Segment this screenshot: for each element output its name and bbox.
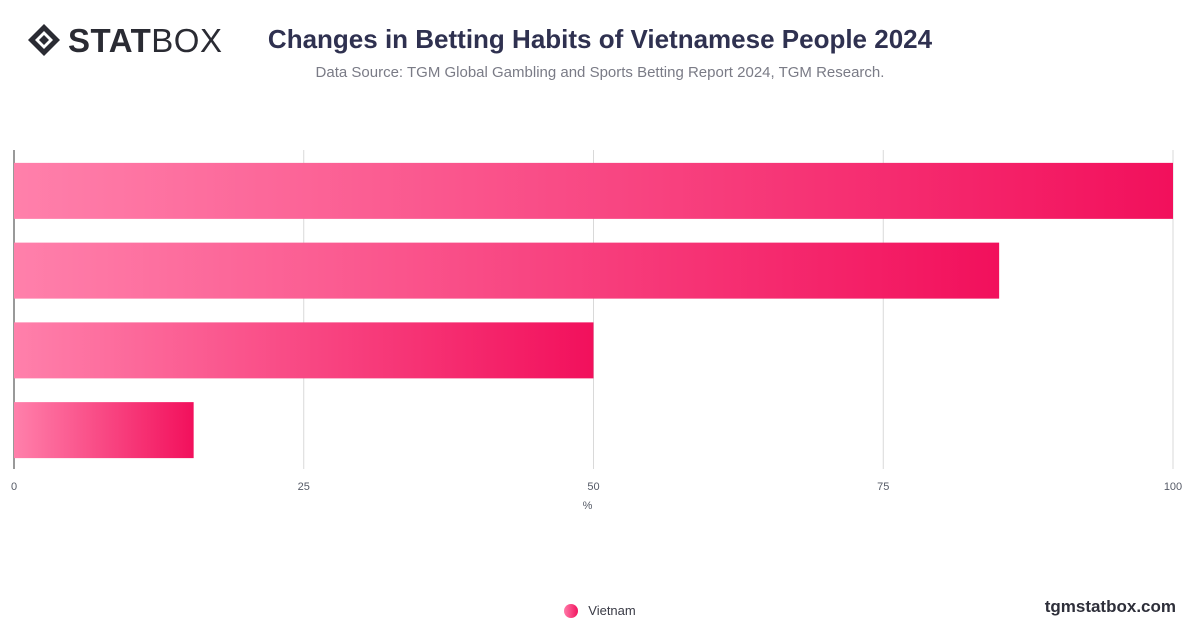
x-tick-label: 0 [11,481,17,493]
legend-label-vietnam: Vietnam [588,603,636,618]
x-tick-label: 50 [587,481,599,493]
bar-1 [14,162,1173,219]
logo-light-part: BOX [151,21,223,59]
x-axis-title: % [583,500,593,512]
chart-subtitle: Data Source: TGM Global Gambling and Spo… [315,64,885,81]
x-tick-label: 75 [877,481,889,493]
logo-bold-part: STAT [68,21,152,59]
x-tick-label: 25 [298,481,310,493]
bar-2 [14,242,1000,299]
logo-wordmark: STATBOX [68,24,222,57]
bar-chart: 0 25 50 75 100 % [11,150,1182,512]
legend-swatch-vietnam [564,603,579,618]
legend: Vietnam [0,603,1200,618]
x-tick-label: 100 [1164,481,1182,493]
bar-4 [14,402,194,459]
diamond-logo-icon [28,24,60,56]
statbox-logo: STATBOX [26,22,222,58]
footer-site: tgmstatbox.com [1044,597,1176,616]
chart-title: Changes in Betting Habits of Vietnamese … [267,24,933,54]
bar-3 [14,322,594,379]
